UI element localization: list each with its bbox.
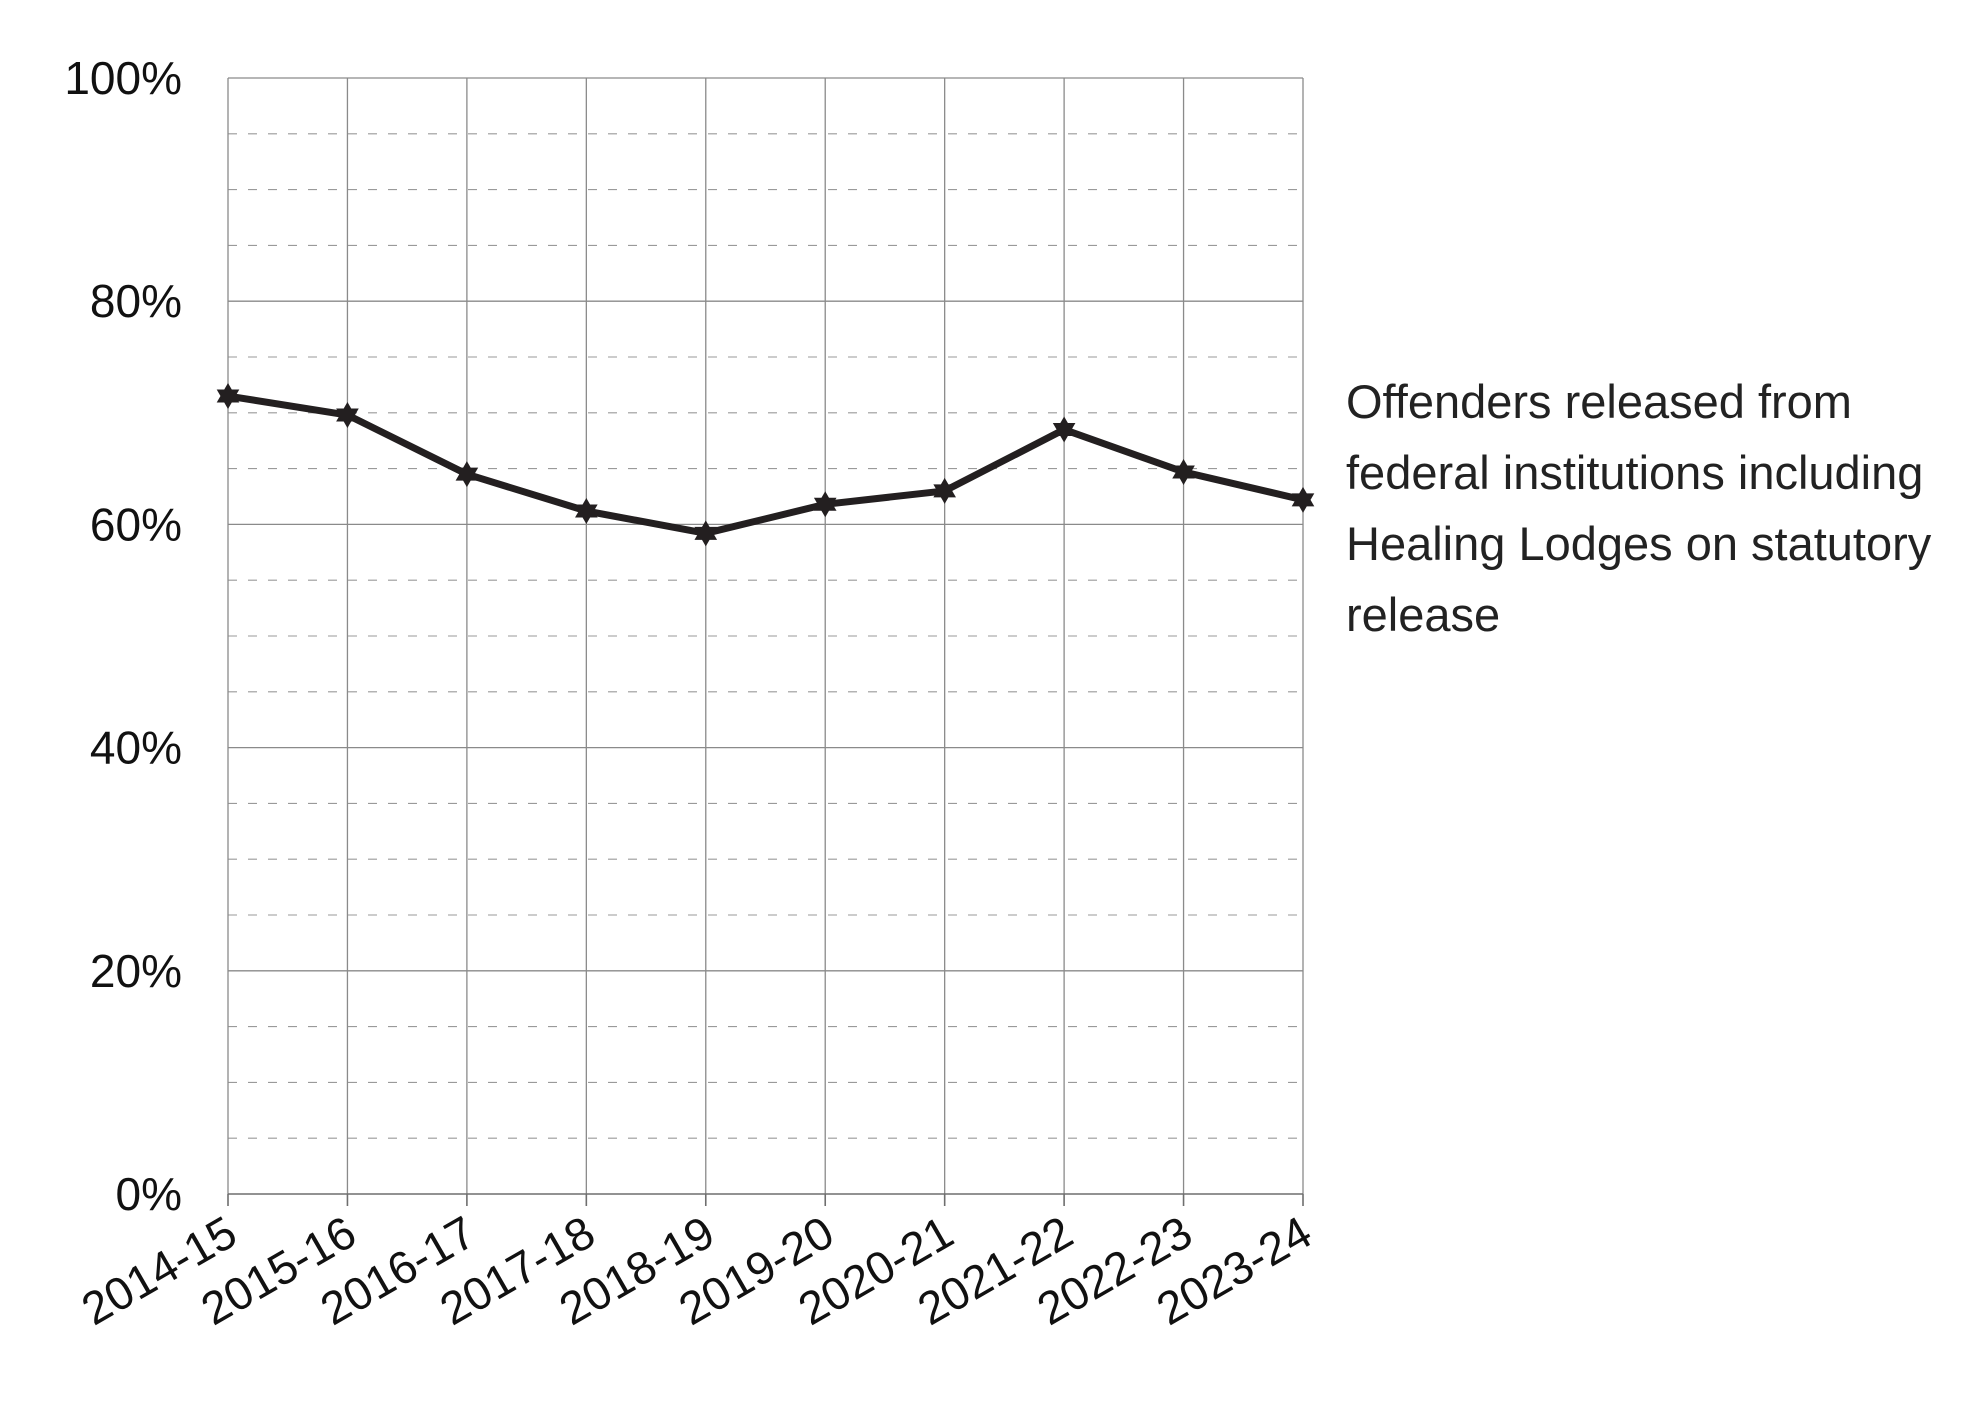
data-point-marker <box>1291 486 1315 513</box>
y-tick-label: 80% <box>90 275 182 327</box>
marker-triangle-down <box>216 389 240 410</box>
marker-triangle-down <box>455 467 479 488</box>
marker-triangle-down <box>813 497 837 518</box>
axes <box>227 1193 1304 1206</box>
y-tick-label: 20% <box>90 945 182 997</box>
marker-triangle-down <box>575 504 598 525</box>
data-point-marker <box>336 402 359 429</box>
data-point-marker <box>455 461 479 488</box>
series-label: Offenders released from federal institut… <box>1346 375 1932 641</box>
y-tick-label: 60% <box>90 498 182 550</box>
data-point-marker <box>575 498 598 525</box>
marker-triangle-down <box>694 526 718 547</box>
data-point-marker <box>1052 416 1076 443</box>
data-point-marker <box>694 520 718 547</box>
x-axis-tick-labels: 2014-152015-162016-172017-182018-192019-… <box>73 1206 1320 1335</box>
gridlines <box>227 77 1304 1194</box>
marker-triangle-down <box>1172 465 1195 485</box>
marker-triangle-down <box>933 484 956 504</box>
marker-triangle-down <box>336 408 359 429</box>
y-tick-label: 0% <box>116 1168 182 1220</box>
series-layer <box>216 383 1315 547</box>
marker-triangle-down <box>1291 493 1315 513</box>
data-point-marker <box>813 491 837 518</box>
y-axis-tick-labels: 0% 20% 40% 60% 80% 100% <box>64 52 182 1220</box>
data-point-marker <box>933 477 956 504</box>
marker-triangle-down <box>1052 423 1076 443</box>
y-tick-label: 100% <box>64 52 182 104</box>
data-point-marker <box>216 383 240 410</box>
data-point-marker <box>1172 458 1195 485</box>
series-line <box>224 392 1307 537</box>
y-tick-label: 40% <box>90 722 182 774</box>
